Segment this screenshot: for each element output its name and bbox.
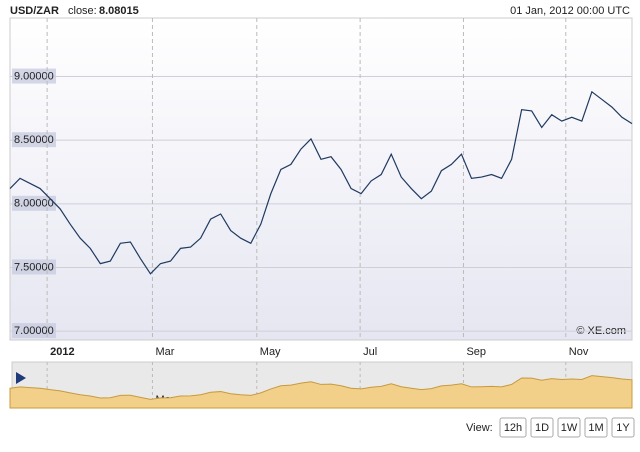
y-tick-box <box>12 323 56 339</box>
y-tick-box <box>12 195 56 211</box>
y-tick-box <box>12 132 56 148</box>
x-tick-label: Sep <box>466 346 486 358</box>
pair: USD/ZAR <box>10 5 59 17</box>
x-tick-label: Nov <box>569 346 589 358</box>
range-button[interactable] <box>530 417 554 438</box>
range-button-label[interactable]: 1Y <box>616 422 630 434</box>
x-tick-label: Mar <box>155 346 174 358</box>
range-button-label[interactable]: 1M <box>588 422 603 434</box>
y-tick-label: 8.00000 <box>14 198 54 210</box>
range-button[interactable] <box>557 417 581 438</box>
timestamp: 01 Jan, 2012 00:00 UTC <box>510 5 630 17</box>
close-label: close: <box>68 5 97 17</box>
y-tick-label: 8.50000 <box>14 134 54 146</box>
y-tick-label: 7.50000 <box>14 261 54 273</box>
range-button-label[interactable]: 1W <box>561 422 578 434</box>
range-button-label[interactable]: 1D <box>535 422 549 434</box>
close-value: 8.08015 <box>99 5 139 17</box>
plot-area <box>9 17 633 341</box>
range-button[interactable] <box>584 417 608 438</box>
range-button-label[interactable]: 12h <box>504 422 522 434</box>
y-tick-label: 9.00000 <box>14 70 54 82</box>
range-button[interactable] <box>499 417 527 438</box>
line <box>9 90 633 275</box>
y-tick-box <box>12 68 56 84</box>
y-tick-label: 7.00000 <box>14 325 54 337</box>
nav-area <box>9 375 633 409</box>
y-tick-box <box>12 259 56 275</box>
x-tick-label: 2012 <box>50 346 74 358</box>
range-button[interactable] <box>611 417 635 438</box>
x-tick-label: May <box>260 346 281 358</box>
navigator-handle[interactable] <box>16 372 26 384</box>
x-tick-label: Jul <box>363 346 377 358</box>
view-label: View: <box>466 422 493 434</box>
